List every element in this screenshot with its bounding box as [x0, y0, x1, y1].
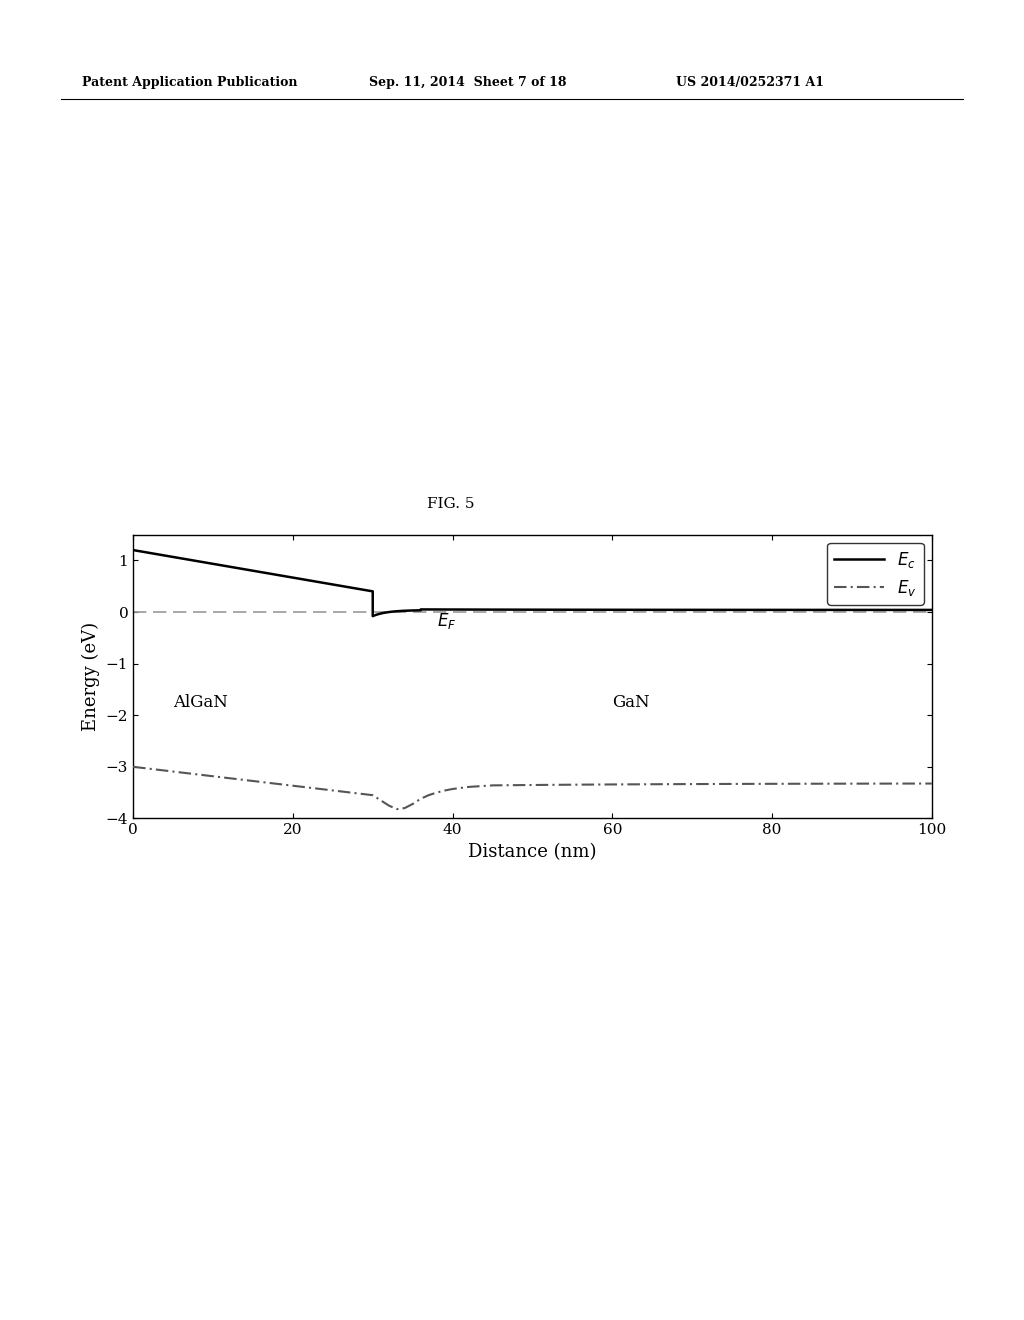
X-axis label: Distance (nm): Distance (nm)	[468, 842, 597, 861]
Y-axis label: Energy (eV): Energy (eV)	[82, 622, 100, 731]
Text: Patent Application Publication: Patent Application Publication	[82, 75, 297, 88]
Text: AlGaN: AlGaN	[173, 694, 228, 711]
Text: FIG. 5: FIG. 5	[427, 498, 474, 511]
Text: US 2014/0252371 A1: US 2014/0252371 A1	[676, 75, 824, 88]
Text: GaN: GaN	[612, 694, 650, 711]
Legend: $E_c$, $E_v$: $E_c$, $E_v$	[827, 543, 924, 605]
Text: Sep. 11, 2014  Sheet 7 of 18: Sep. 11, 2014 Sheet 7 of 18	[369, 75, 566, 88]
Text: $E_F$: $E_F$	[436, 611, 456, 631]
